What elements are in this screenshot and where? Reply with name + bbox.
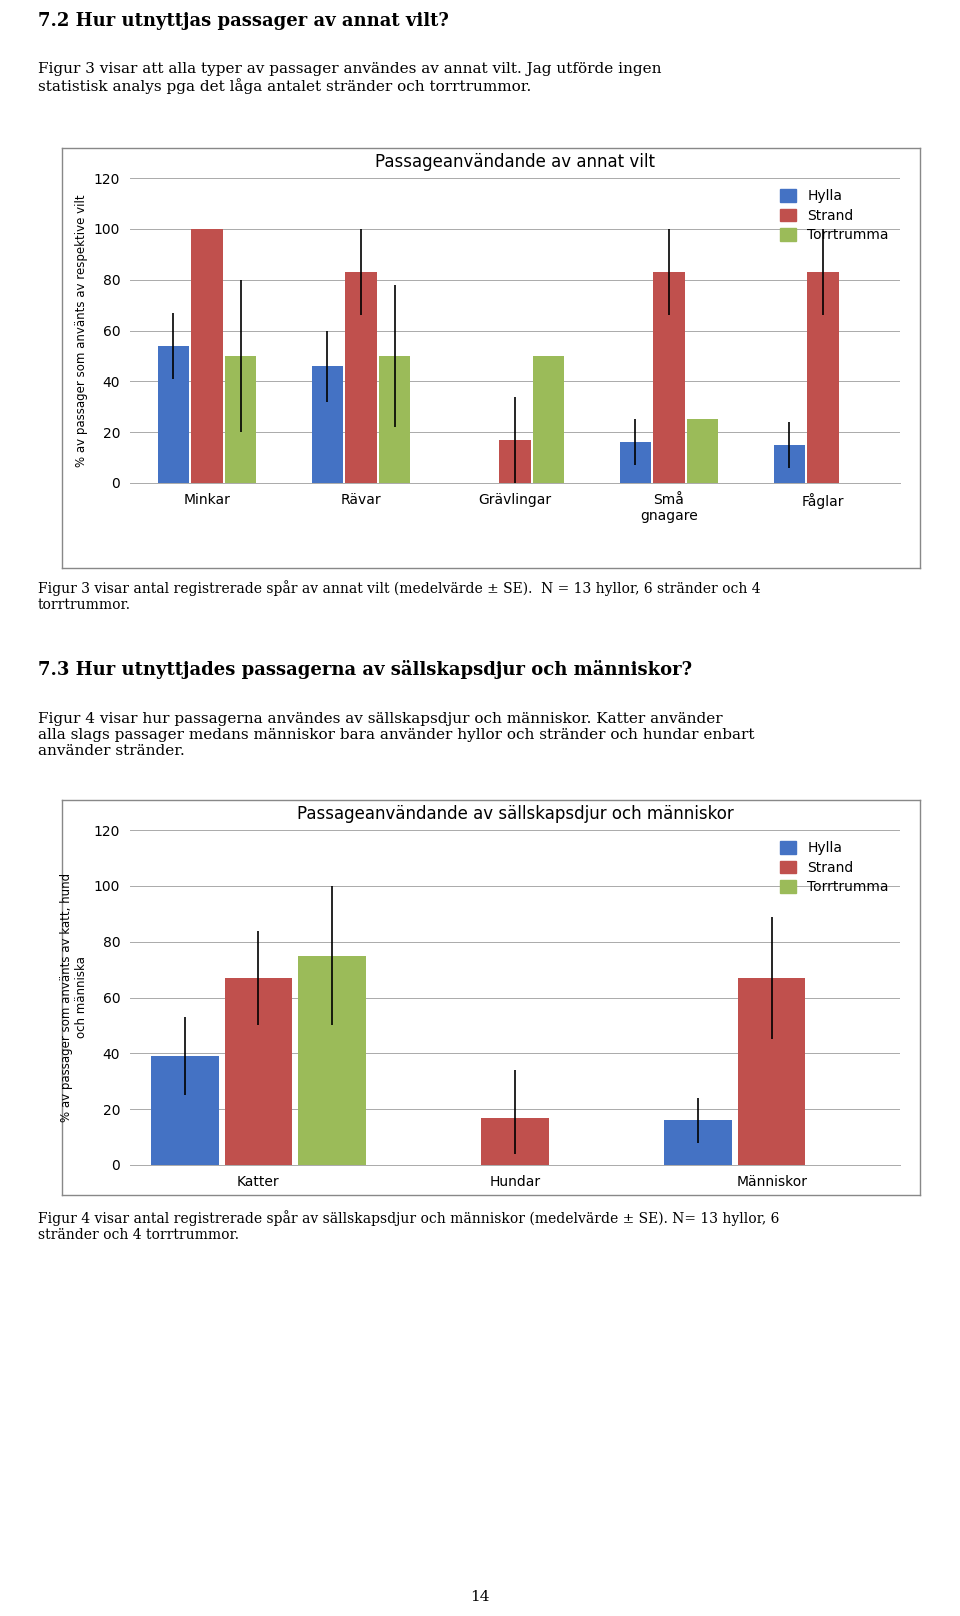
Bar [534,356,564,483]
Text: 14: 14 [470,1590,490,1605]
Bar [346,271,376,483]
Y-axis label: % av passager som använts av katt, hund
och människa: % av passager som använts av katt, hund … [60,873,88,1122]
Text: 7.3 Hur utnyttjades passagerna av sällskapsdjur och människor?: 7.3 Hur utnyttjades passagerna av sällsk… [38,659,692,679]
Text: Figur 4 visar antal registrerade spår av sällskapsdjur och människor (medelvärde: Figur 4 visar antal registrerade spår av… [38,1210,780,1243]
Bar [664,1120,732,1165]
Legend: Hylla, Strand, Torrtrumma: Hylla, Strand, Torrtrumma [776,837,893,898]
Bar [807,271,839,483]
Bar [225,978,292,1165]
Bar [654,271,684,483]
Text: Figur 3 visar att alla typer av passager användes av annat vilt. Jag utförde ing: Figur 3 visar att alla typer av passager… [38,61,661,94]
Legend: Hylla, Strand, Torrtrumma: Hylla, Strand, Torrtrumma [776,184,893,246]
Bar [226,356,256,483]
Bar [157,346,189,483]
Bar [151,1057,219,1165]
Bar [379,356,411,483]
Title: Passageanvändande av annat vilt: Passageanvändande av annat vilt [375,154,655,171]
Bar [298,955,366,1165]
Bar [499,440,531,483]
Text: Figur 3 visar antal registrerade spår av annat vilt (medelvärde ± SE).  N = 13 h: Figur 3 visar antal registrerade spår av… [38,580,760,612]
Bar [687,420,718,483]
Y-axis label: % av passager som använts av respektive vilt: % av passager som använts av respektive … [75,194,88,467]
Bar [619,443,651,483]
Bar [481,1118,549,1165]
Title: Passageanvändande av sällskapsdjur och människor: Passageanvändande av sällskapsdjur och m… [297,805,733,823]
Bar [312,367,343,483]
Bar [191,229,223,483]
Text: 7.2 Hur utnyttjas passager av annat vilt?: 7.2 Hur utnyttjas passager av annat vilt… [38,11,448,31]
Bar [774,444,804,483]
Bar [738,978,805,1165]
Text: Figur 4 visar hur passagerna användes av sällskapsdjur och människor. Katter anv: Figur 4 visar hur passagerna användes av… [38,713,755,758]
